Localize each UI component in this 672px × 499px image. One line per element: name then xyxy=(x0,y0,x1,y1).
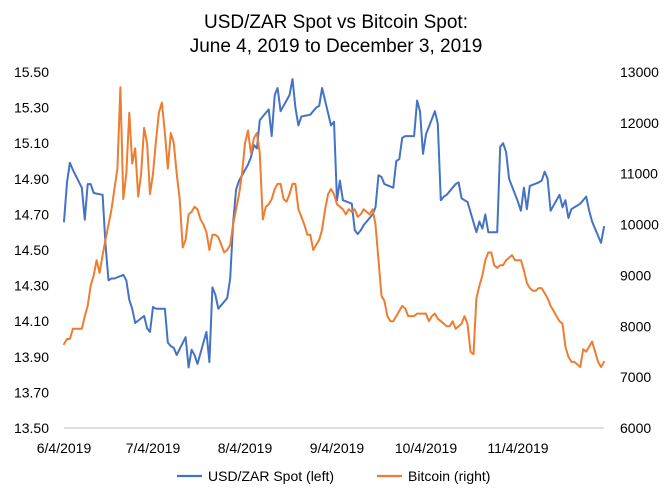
series-line-bitcoin xyxy=(63,86,605,368)
right-axis: 13000 12000 11000 10000 9000 8000 7000 6000 xyxy=(620,64,659,436)
x-tick-label: 8/4/2019 xyxy=(218,440,273,456)
right-tick-label: 8000 xyxy=(620,318,651,334)
right-tick-label: 10000 xyxy=(620,217,659,233)
legend-label-bitcoin: Bitcoin (right) xyxy=(408,468,490,484)
right-tick-label: 12000 xyxy=(620,115,659,131)
right-tick-label: 7000 xyxy=(620,369,651,385)
legend: USD/ZAR Spot (left) Bitcoin (right) xyxy=(177,468,490,484)
x-axis: 6/4/2019 7/4/2019 8/4/2019 9/4/2019 10/4/201… xyxy=(37,440,549,456)
right-tick-label: 13000 xyxy=(620,64,659,80)
left-axis: 15.50 15.30 15.10 14.90 14.70 14.50 14.30 14.10… xyxy=(14,64,49,436)
left-tick-label: 15.10 xyxy=(14,135,49,151)
left-tick-label: 14.70 xyxy=(14,206,49,222)
series-layer xyxy=(63,78,605,369)
x-tick-label: 9/4/2019 xyxy=(310,440,365,456)
x-tick-label: 10/4/2019 xyxy=(395,440,457,456)
right-tick-label: 9000 xyxy=(620,267,651,283)
left-tick-label: 14.50 xyxy=(14,242,49,258)
x-tick-label: 11/4/2019 xyxy=(487,440,548,456)
left-tick-label: 14.90 xyxy=(14,171,49,187)
left-tick-label: 13.50 xyxy=(14,420,49,436)
left-tick-label: 13.70 xyxy=(14,384,49,400)
legend-label-usdzar: USD/ZAR Spot (left) xyxy=(208,468,334,484)
left-tick-label: 15.30 xyxy=(14,100,49,116)
chart-title-line-1: USD/ZAR Spot vs Bitcoin Spot: xyxy=(204,12,468,33)
chart-title-line-2: June 4, 2019 to December 3, 2019 xyxy=(190,36,483,57)
x-tick-label: 6/4/2019 xyxy=(37,440,92,456)
x-tick-label: 7/4/2019 xyxy=(126,440,181,456)
right-tick-label: 11000 xyxy=(620,166,658,182)
left-tick-label: 13.90 xyxy=(14,349,49,365)
left-tick-label: 14.30 xyxy=(14,278,49,294)
left-tick-label: 15.50 xyxy=(14,64,49,80)
left-tick-label: 14.10 xyxy=(14,313,49,329)
series-line-usdzar xyxy=(63,78,605,369)
right-tick-label: 6000 xyxy=(620,420,651,436)
